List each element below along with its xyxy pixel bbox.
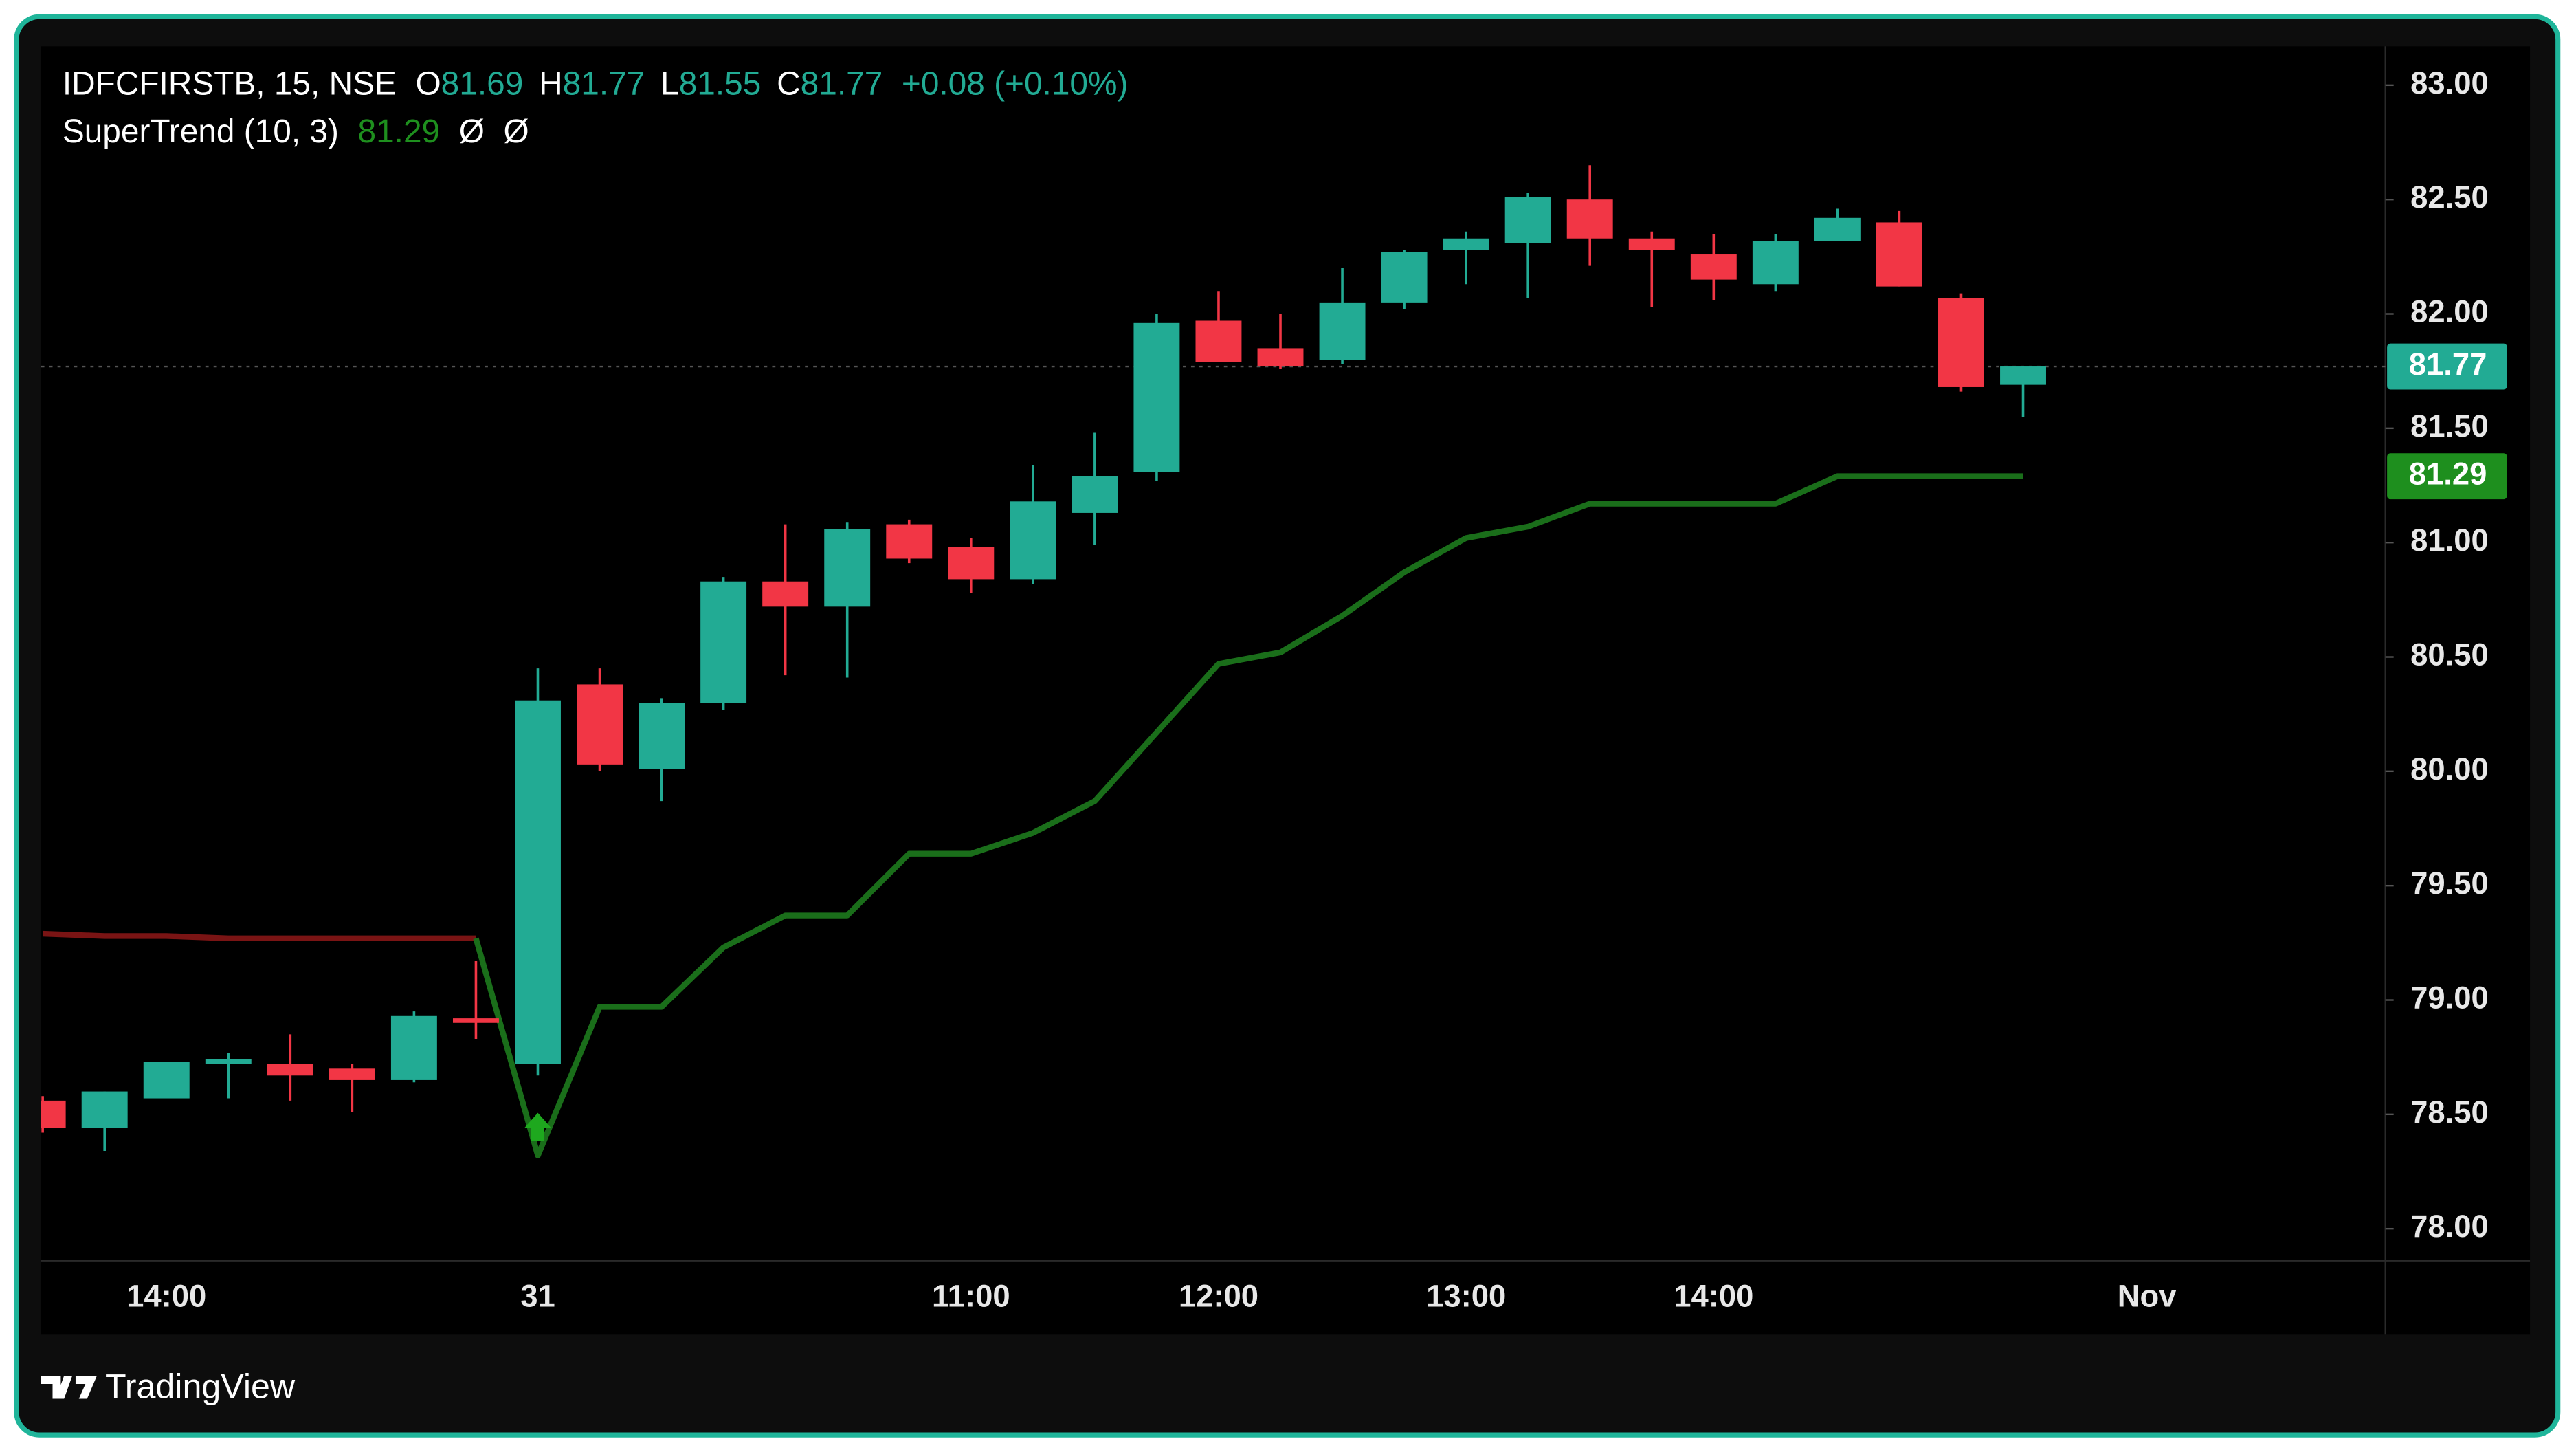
candle-body — [762, 581, 809, 607]
candle-body — [143, 1062, 190, 1099]
y-tick-label: 78.00 — [2410, 1209, 2489, 1244]
candle-body — [81, 1091, 128, 1128]
x-tick-label: 14:00 — [1674, 1279, 1753, 1314]
candle-body — [1319, 302, 1366, 360]
candle-body — [2000, 366, 2046, 385]
high-value: 81.77 — [563, 65, 645, 102]
open-value: 81.69 — [441, 65, 524, 102]
candle-body — [390, 1015, 437, 1080]
candle-body — [639, 703, 685, 769]
y-tick-label: 79.50 — [2410, 866, 2489, 901]
candle-body — [329, 1068, 375, 1080]
ohlc-letter: L — [660, 65, 679, 102]
x-tick-label: 14:00 — [126, 1279, 206, 1314]
supertrend-line — [473, 473, 2023, 1158]
low-value: 81.55 — [679, 65, 762, 102]
candle-body — [824, 529, 871, 607]
candle-body — [1381, 252, 1428, 303]
candle-body — [577, 684, 623, 765]
buy-signal — [524, 1112, 551, 1141]
logo-icon — [41, 1376, 98, 1399]
ohlc-letter: C — [777, 65, 801, 102]
close-value: 81.77 — [801, 65, 883, 102]
candle-body — [267, 1064, 313, 1076]
x-tick-label: 11:00 — [932, 1279, 1010, 1314]
y-tick-label: 79.00 — [2410, 980, 2489, 1015]
last-price-label: 81.77 — [2409, 347, 2487, 382]
y-tick-label: 82.50 — [2410, 179, 2489, 215]
candle-body — [886, 524, 933, 559]
candle-body — [515, 700, 561, 1064]
symbol: IDFCFIRSTB, 15, NSE — [63, 65, 397, 102]
supertrend-line — [42, 930, 476, 941]
candle-body — [452, 1018, 499, 1023]
y-tick-label: 81.00 — [2410, 523, 2489, 558]
last-price-label-box — [2387, 343, 2507, 390]
candle-body — [1072, 476, 1118, 513]
candle-body — [205, 1059, 252, 1064]
candle-body — [41, 1100, 66, 1128]
candle-body — [1876, 222, 1922, 287]
y-tick-label: 80.00 — [2410, 751, 2489, 787]
x-tick-label: 13:00 — [1426, 1279, 1506, 1314]
candle-body — [1195, 320, 1242, 362]
axes: 78.00 78.50 79.00 79.50 80.00 80.50 81.00 81.50… — [126, 65, 2507, 1314]
y-tick-label: 82.00 — [2410, 294, 2489, 329]
candle-body — [700, 581, 747, 703]
candle-body — [1814, 217, 1861, 241]
candle-body — [1010, 501, 1056, 580]
indicator-status: Ø — [504, 113, 529, 150]
y-tick-label: 83.00 — [2410, 65, 2489, 100]
candle-body — [1443, 238, 1489, 250]
ohlc-letter: O — [415, 65, 441, 102]
candle-body — [1938, 298, 1984, 387]
brand-name: TradingView — [105, 1367, 296, 1405]
plot-area — [41, 165, 2386, 1158]
candle-body — [1257, 348, 1304, 367]
brand-logo: TradingView — [41, 1367, 296, 1405]
y-tick-label: 80.50 — [2410, 637, 2489, 672]
indicator-price-label: 81.29 — [2409, 457, 2487, 492]
candle-body — [1628, 238, 1675, 250]
indicator-name: SuperTrend (10, 3) — [63, 113, 339, 150]
candle-body — [1504, 197, 1551, 243]
x-tick-label: 31 — [520, 1279, 555, 1314]
x-tick-label: Nov — [2118, 1279, 2177, 1314]
header-line: IDFCFIRSTB, 15, NSE O81.69 H81.77 L81.55… — [63, 65, 1129, 102]
indicator-value: 81.29 — [358, 113, 441, 150]
chart-panel — [41, 46, 2531, 1335]
indicator-price-label-box — [2387, 453, 2507, 500]
y-tick-label: 81.50 — [2410, 408, 2489, 443]
candle-body — [1133, 322, 1180, 472]
x-tick-label: 12:00 — [1179, 1279, 1258, 1314]
y-tick-label: 78.50 — [2410, 1095, 2489, 1130]
ohlc-letter: H — [539, 65, 563, 102]
indicator-legend: SuperTrend (10, 3) 81.29 Ø Ø — [63, 113, 529, 150]
candle-body — [948, 547, 995, 580]
candle-body — [1752, 241, 1799, 285]
candle-body — [1690, 254, 1737, 280]
change: +0.08 (+0.10%) — [902, 65, 1129, 102]
candle-body — [1566, 199, 1613, 239]
indicator-status: Ø — [459, 113, 485, 150]
